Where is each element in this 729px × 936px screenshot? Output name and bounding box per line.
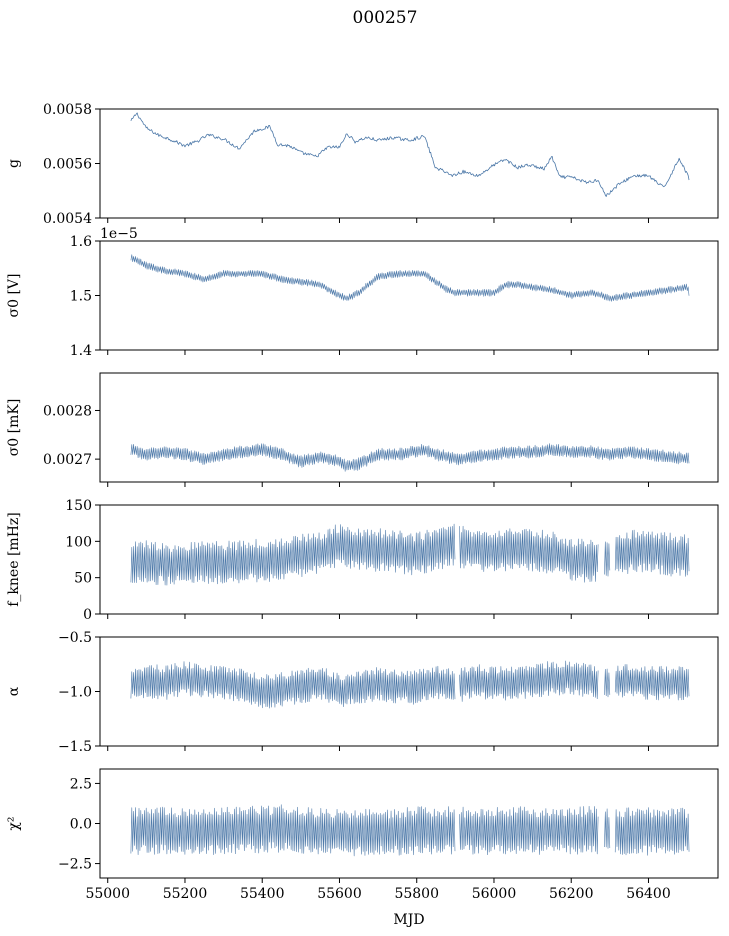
- y-axis-label-alpha: α: [6, 686, 22, 696]
- y-tick-label-sigma0-volts: 1.6: [70, 234, 92, 250]
- panels: 0.0054 0.0056 0.0058 g 1.4 1.5 1.6 1e−5 σ0 [V] 0.…: [6, 102, 719, 902]
- y-tick-label-chi-squared: −2.5: [58, 857, 92, 873]
- panel-gain: 0.0054 0.0056 0.0058 g: [6, 102, 719, 227]
- y-axis-label-chi-squared: χ²: [6, 816, 22, 830]
- y-tick-label-fknee: 0: [83, 607, 92, 623]
- y-tick-label-fknee: 100: [65, 534, 92, 550]
- y-axis-label-gain: g: [6, 159, 22, 168]
- panel-sigma0-volts: 1.4 1.5 1.6 1e−5 σ0 [V]: [6, 226, 719, 359]
- x-tick-label: 56000: [472, 886, 517, 902]
- panel-sigma0-mk: 0.0027 0.0028 σ0 [mK]: [6, 372, 719, 487]
- y-tick-label-gain: 0.0054: [43, 211, 92, 227]
- series-line-alpha: [130, 660, 690, 709]
- y-tick-label-sigma0-mk: 0.0028: [43, 403, 92, 419]
- y-axis-label-sigma0-volts: σ0 [V]: [6, 274, 22, 318]
- x-tick-label: 56200: [549, 886, 594, 902]
- y-tick-label-fknee: 150: [65, 498, 92, 514]
- y-tick-label-chi-squared: 0.0: [70, 817, 92, 833]
- axes-frame-gain: [99, 108, 719, 219]
- x-tick-label: 55200: [163, 886, 208, 902]
- series-line-chi-squared: [130, 804, 690, 857]
- y-axis-label-sigma0-mk: σ0 [mK]: [6, 399, 22, 457]
- panel-fknee: 0 50 100 150 f_knee [mHz]: [6, 498, 719, 623]
- y-tick-label-gain: 0.0058: [43, 102, 92, 118]
- scale-offset-label: 1e−5: [100, 226, 138, 242]
- y-tick-label-alpha: −0.5: [58, 630, 92, 646]
- y-tick-label-fknee: 50: [74, 571, 92, 587]
- x-axis-label: MJD: [393, 912, 424, 928]
- x-tick-label: 55600: [317, 886, 362, 902]
- y-tick-label-alpha: −1.0: [58, 685, 92, 701]
- figure-title: 000257: [353, 8, 418, 28]
- x-tick-label: 56400: [626, 886, 671, 902]
- axes-frame-fknee: [99, 504, 719, 615]
- y-tick-label-sigma0-volts: 1.4: [70, 343, 92, 359]
- series-line-fknee: [130, 523, 690, 586]
- panel-chi-squared: −2.5 0.0 2.5 55000 55200 55400 55600 55800 56000…: [6, 768, 719, 902]
- y-axis-label-fknee: f_knee [mHz]: [6, 512, 22, 607]
- panel-alpha: −1.5 −1.0 −0.5 α: [6, 630, 719, 755]
- y-tick-label-alpha: −1.5: [58, 739, 92, 755]
- x-tick-label: 55000: [85, 886, 130, 902]
- y-tick-label-chi-squared: 2.5: [70, 776, 92, 792]
- axes-frame-sigma0-mk: [99, 372, 719, 483]
- series-line-sigma0-mk: [130, 443, 690, 472]
- y-tick-label-sigma0-volts: 1.5: [70, 289, 92, 305]
- y-tick-label-sigma0-mk: 0.0027: [43, 452, 92, 468]
- axes-frame-alpha: [99, 636, 719, 747]
- series-line-gain: [130, 112, 690, 197]
- series-line-sigma0-volts: [130, 254, 690, 302]
- x-tick-label: 55400: [240, 886, 285, 902]
- y-tick-label-gain: 0.0056: [43, 157, 92, 173]
- x-tick-label: 55800: [394, 886, 439, 902]
